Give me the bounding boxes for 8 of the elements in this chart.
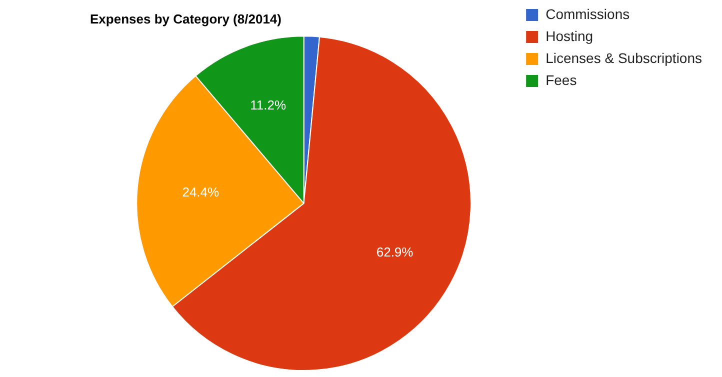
data-label: 11.2% (250, 98, 286, 113)
legend-label: Commissions (546, 6, 630, 22)
data-label: 62.9% (376, 244, 414, 260)
chart-title: Expenses by Category (8/2014) (90, 11, 282, 26)
data-label: 24.4% (182, 184, 220, 200)
legend-label: Hosting (546, 28, 594, 44)
legend-label: Fees (546, 72, 577, 88)
legend-label: Licenses & Subscriptions (546, 50, 702, 66)
